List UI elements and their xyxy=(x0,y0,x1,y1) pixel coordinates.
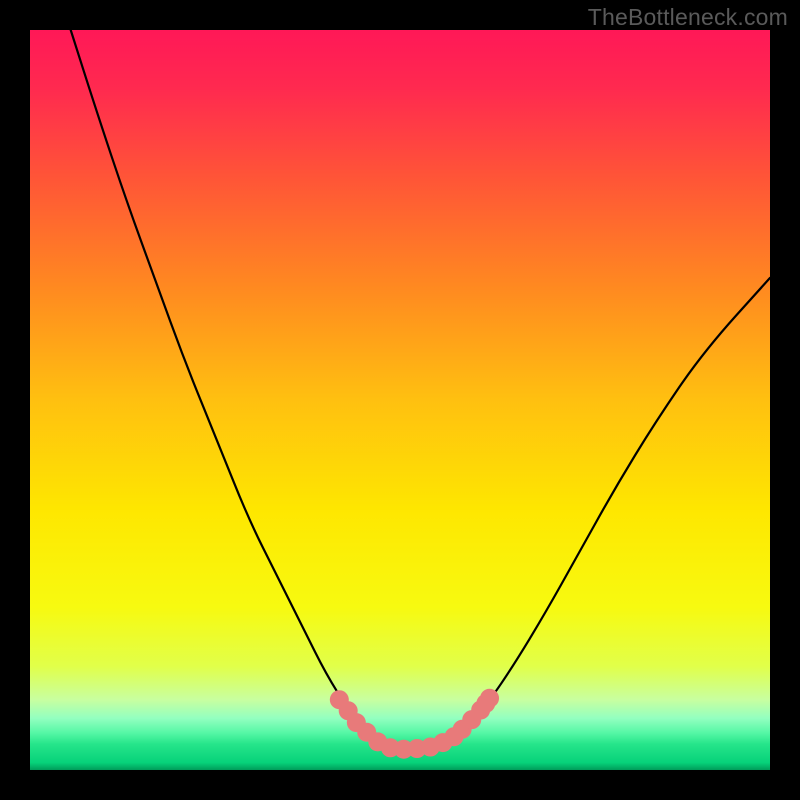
chart-stage: TheBottleneck.com xyxy=(0,0,800,800)
optimal-dot xyxy=(480,689,499,708)
bottleneck-chart xyxy=(0,0,800,800)
watermark-text: TheBottleneck.com xyxy=(588,4,788,31)
plot-background xyxy=(30,30,770,770)
